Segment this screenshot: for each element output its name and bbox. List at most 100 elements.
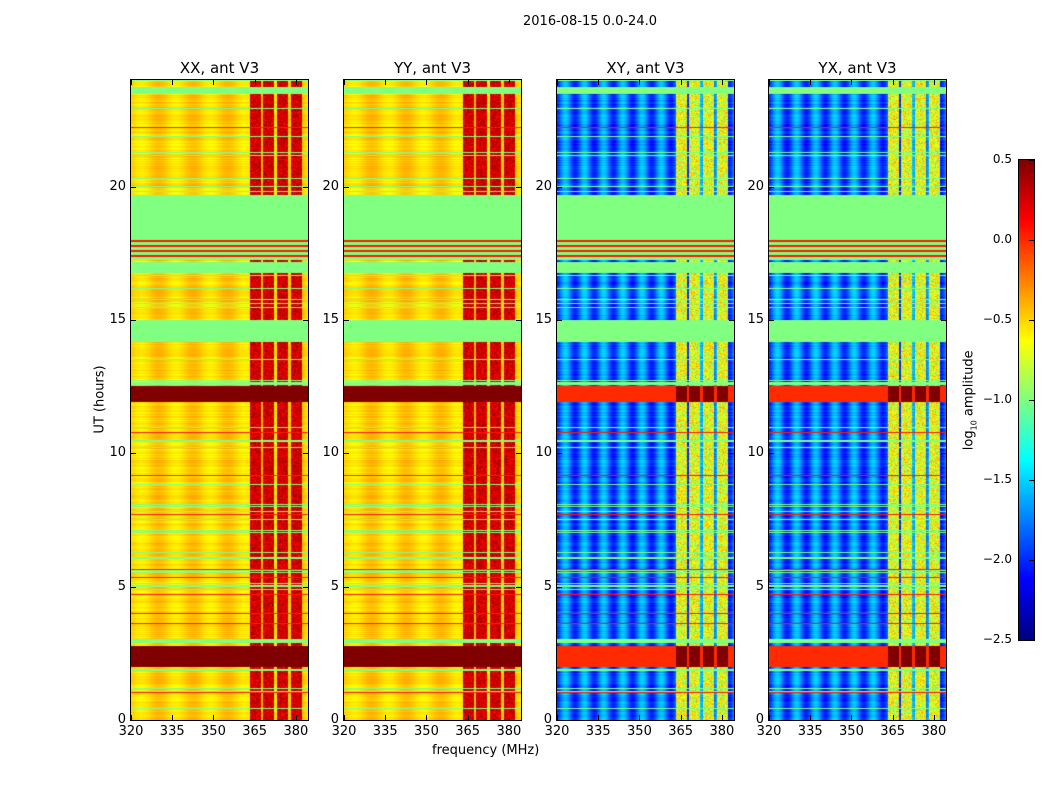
y-tick-mark (303, 720, 308, 721)
y-tick-label: 0 (117, 712, 126, 727)
colorbar-tick-mark (1029, 240, 1034, 241)
colorbar-tick-label: 0.0 (992, 232, 1012, 246)
y-tick-mark (303, 453, 308, 455)
y-tick-mark (941, 586, 946, 588)
x-tick-mark (344, 715, 345, 720)
x-tick-mark (639, 715, 641, 720)
y-tick-label: 5 (755, 578, 764, 594)
x-tick-label: 320 (331, 724, 357, 739)
x-tick-mark (598, 715, 600, 720)
y-tick-mark (729, 453, 734, 455)
y-tick-label: 15 (535, 312, 552, 327)
x-tick-mark (680, 715, 682, 720)
x-tick-mark (639, 80, 641, 85)
y-tick-label: 20 (109, 178, 126, 194)
y-tick-label: 0 (543, 712, 552, 727)
colorbar (1018, 159, 1035, 641)
y-tick-mark (941, 186, 946, 188)
x-tick-mark (598, 80, 600, 85)
y-tick-mark (131, 320, 136, 321)
heatmap-panel-4 (768, 79, 947, 721)
y-tick-mark (729, 186, 734, 188)
y-tick-mark (516, 186, 521, 188)
x-tick-label: 335 (372, 724, 398, 739)
y-tick-mark (516, 720, 521, 721)
x-tick-label: 335 (585, 724, 611, 739)
y-tick-mark (557, 453, 562, 455)
heatmap-panel-1 (130, 79, 309, 721)
x-tick-mark (769, 80, 770, 85)
heatmap-panel-3 (556, 79, 735, 721)
x-tick-label: 365 (880, 724, 906, 739)
x-tick-mark (213, 80, 215, 85)
y-tick-mark (729, 586, 734, 588)
y-tick-mark (769, 586, 774, 588)
x-tick-mark (892, 715, 894, 720)
y-tick-mark (131, 453, 136, 455)
colorbar-tick-mark (1029, 480, 1034, 481)
x-tick-mark (851, 715, 853, 720)
x-tick-label: 350 (201, 724, 226, 739)
x-tick-mark (810, 715, 812, 720)
y-tick-mark (303, 320, 308, 321)
y-tick-mark (344, 453, 349, 455)
x-tick-label: 380 (496, 724, 522, 739)
x-tick-label: 380 (283, 724, 309, 739)
x-tick-mark (557, 715, 558, 720)
x-tick-label: 365 (455, 724, 481, 739)
y-tick-label: 5 (117, 578, 126, 594)
y-tick-label: 15 (322, 312, 339, 327)
x-tick-label: 365 (668, 724, 694, 739)
y-tick-mark (557, 586, 562, 588)
y-tick-mark (303, 586, 308, 588)
y-tick-mark (131, 586, 136, 588)
y-tick-label: 15 (747, 312, 764, 327)
y-tick-label: 10 (747, 445, 764, 461)
x-tick-label: 350 (839, 724, 864, 739)
x-tick-label: 365 (242, 724, 268, 739)
x-tick-mark (295, 80, 297, 85)
x-tick-mark (680, 80, 682, 85)
x-tick-mark (172, 80, 174, 85)
y-tick-mark (344, 586, 349, 588)
x-tick-mark (721, 80, 723, 85)
x-tick-mark (344, 80, 345, 85)
x-tick-mark (557, 80, 558, 85)
colorbar-tick-mark (1029, 640, 1034, 641)
x-tick-mark (385, 715, 387, 720)
x-tick-label: 335 (159, 724, 185, 739)
colorbar-tick-label: −2.5 (982, 632, 1012, 646)
panel-title: XX, ant V3 (179, 59, 260, 77)
y-tick-mark (303, 186, 308, 188)
y-tick-mark (769, 320, 774, 321)
x-tick-mark (131, 715, 132, 720)
y-tick-label: 15 (109, 312, 126, 327)
colorbar-tick-label: −2.0 (982, 552, 1012, 566)
colorbar-tick-label: 0.5 (992, 152, 1012, 166)
y-tick-mark (941, 720, 946, 721)
colorbar-tick-label: −0.5 (982, 312, 1012, 326)
y-tick-mark (557, 720, 562, 721)
x-tick-mark (933, 80, 935, 85)
x-tick-mark (933, 715, 935, 720)
x-tick-mark (851, 80, 853, 85)
y-tick-label: 10 (535, 445, 552, 461)
y-tick-label: 5 (543, 578, 552, 594)
y-axis-label: UT (hours) (92, 365, 108, 434)
x-tick-mark (131, 80, 132, 85)
heatmap-panel-2 (343, 79, 522, 721)
x-tick-label: 380 (921, 724, 947, 739)
x-tick-mark (508, 80, 510, 85)
x-tick-label: 320 (544, 724, 570, 739)
x-tick-label: 350 (627, 724, 652, 739)
y-tick-mark (769, 186, 774, 188)
panel-title: XY, ant V3 (606, 59, 685, 77)
y-tick-label: 10 (322, 445, 339, 461)
y-tick-mark (941, 320, 946, 321)
y-tick-mark (941, 453, 946, 455)
y-tick-label: 10 (109, 445, 126, 461)
colorbar-tick-label: −1.5 (982, 472, 1012, 486)
x-tick-mark (426, 80, 428, 85)
colorbar-tick-mark (1029, 560, 1034, 561)
x-tick-mark (213, 715, 215, 720)
